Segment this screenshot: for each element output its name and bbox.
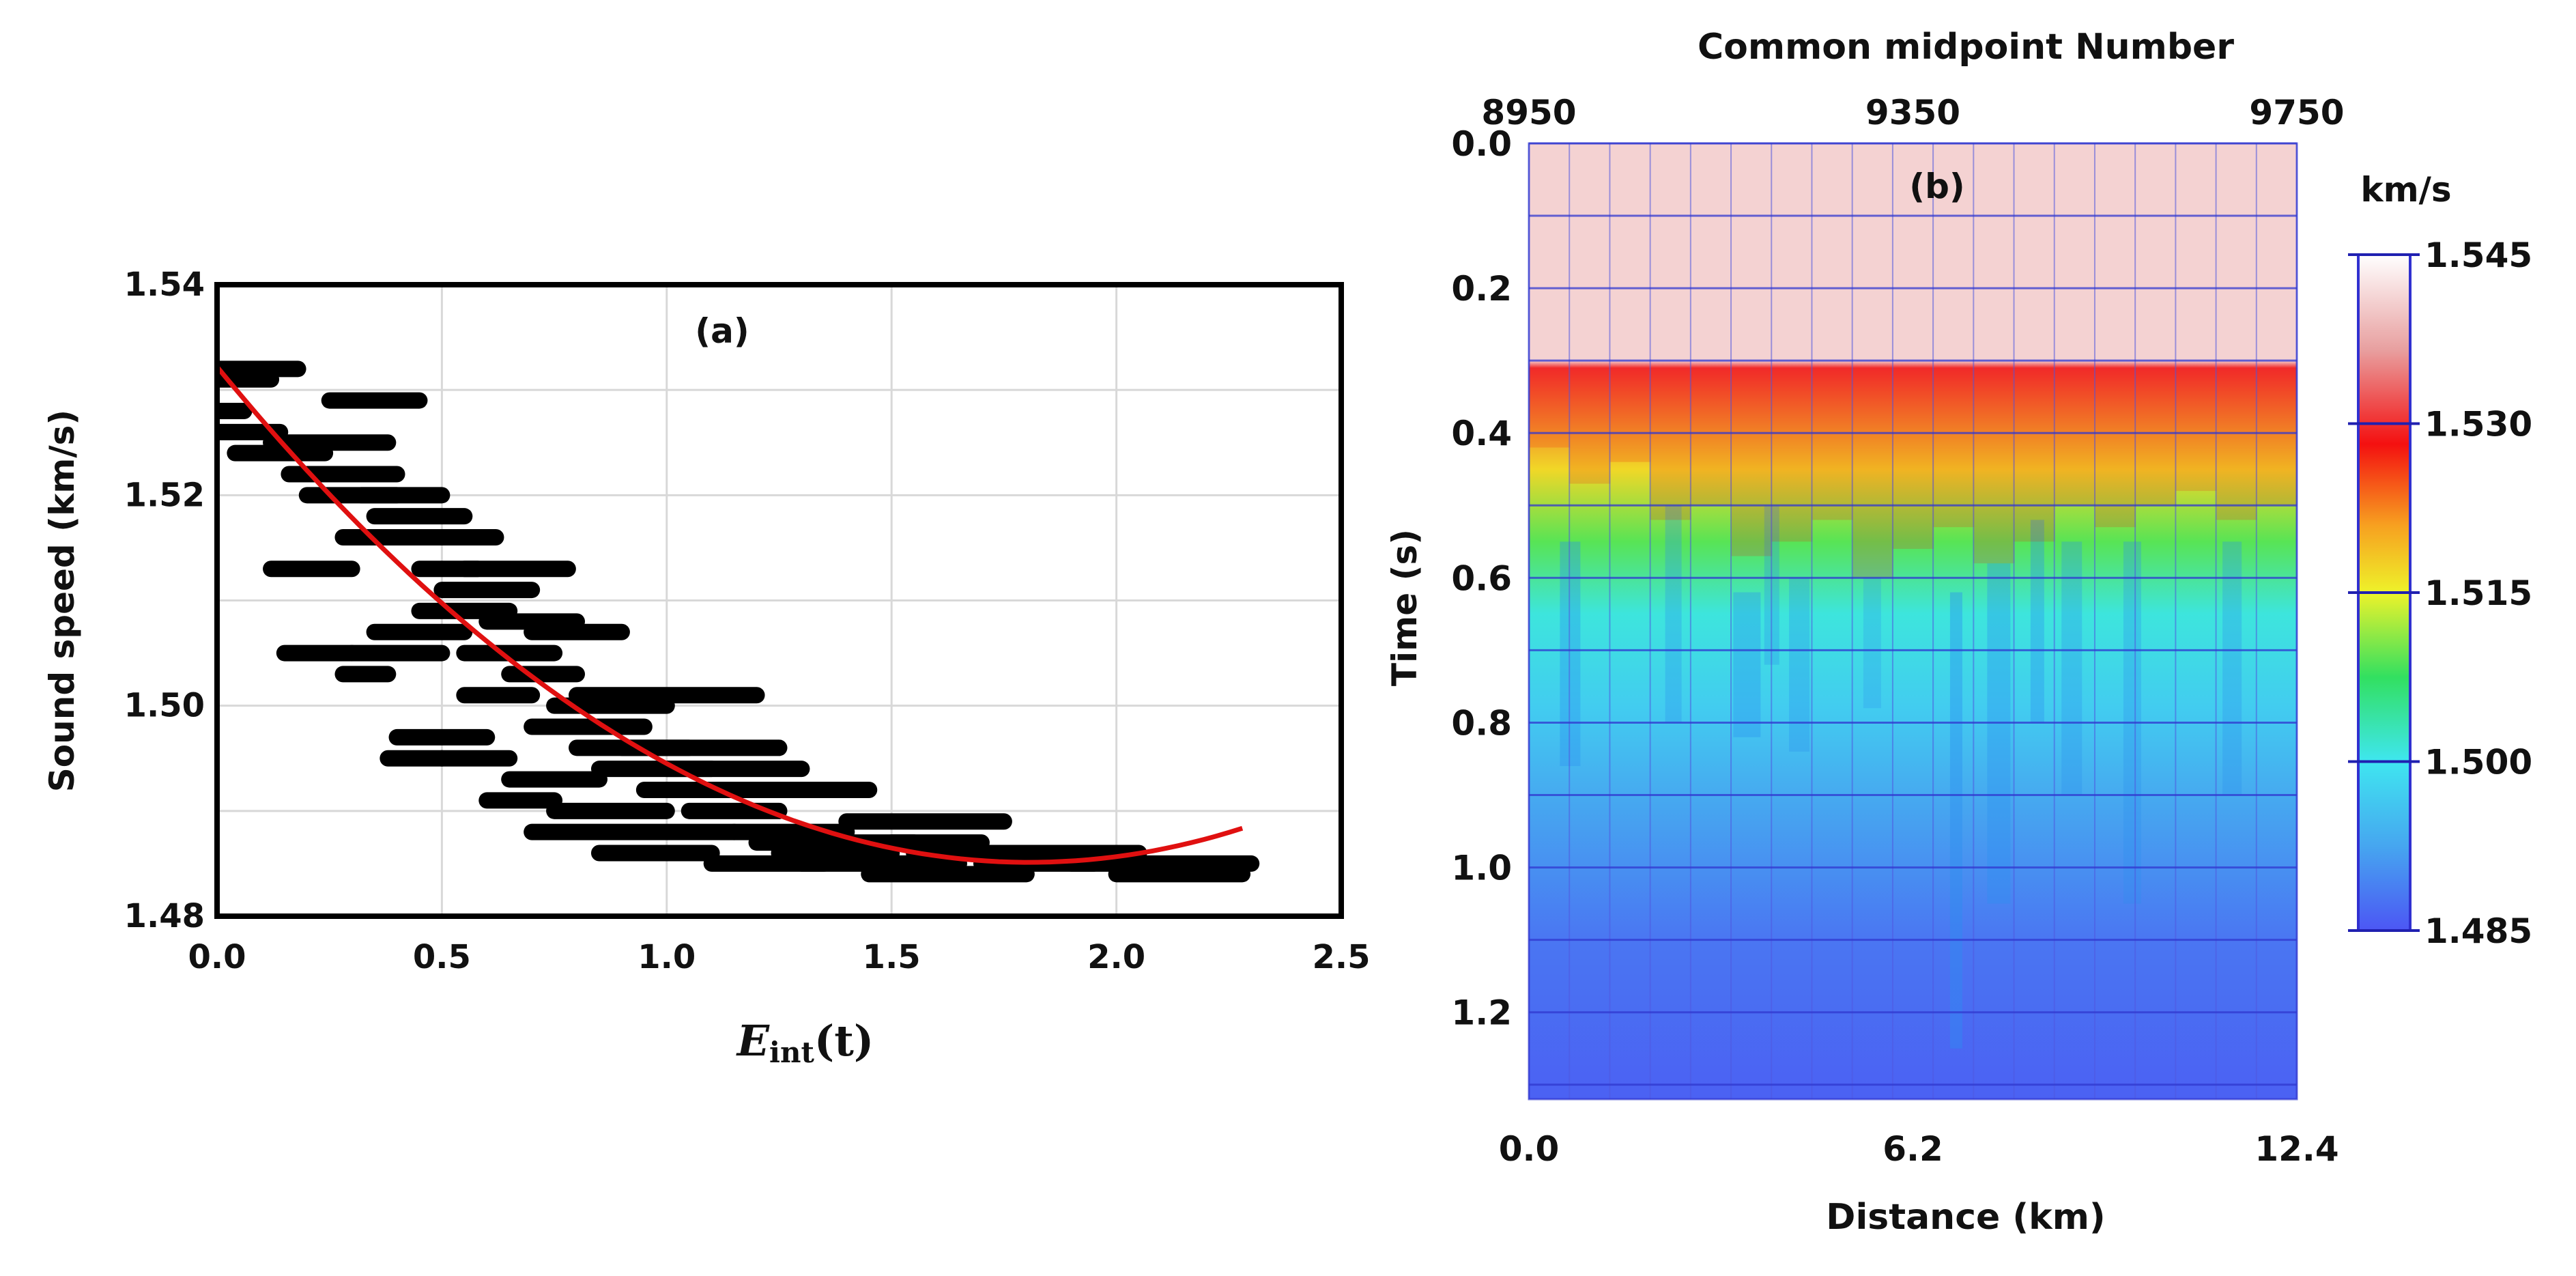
heatmap-front: [2054, 367, 2095, 506]
heatmap-front: [1852, 367, 1893, 578]
colorbar-tick-label: 1.500: [2424, 743, 2532, 782]
heatmap-front: [1892, 367, 1934, 549]
y-tick-label: 0.0: [1451, 124, 1512, 164]
top-tick-label: 9750: [2249, 93, 2344, 132]
heatmap-front: [2175, 367, 2217, 492]
x-axis-label-b: Distance (km): [1826, 1197, 2105, 1238]
y-tick-label: 0.4: [1451, 414, 1512, 453]
heatmap-texture: [1529, 367, 2298, 1049]
heatmap-front: [1933, 367, 1975, 528]
heatmap-streak: [1949, 592, 1962, 1049]
x-tick-label: 1.5: [863, 938, 921, 976]
y-tick-label: 0.8: [1451, 703, 1512, 743]
heatmap-streak: [1863, 578, 1881, 709]
x-tick-label: 2.5: [1312, 938, 1370, 976]
panel-label-a: (a): [695, 311, 749, 351]
colorbar-tick-label: 1.545: [2424, 236, 2532, 275]
y-tick-label: 1.50: [124, 687, 205, 725]
heatmap-front: [2256, 367, 2298, 506]
colorbar-tick-label: 1.530: [2424, 405, 2532, 444]
heatmap-front: [2216, 367, 2257, 520]
y-axis-label-a: Sound speed (km/s): [42, 410, 82, 792]
scatter-plot-panel: 0.0 0.5 1.0 1.5 2.0 2.5 1.48 1.50 1.52 1.54 (a) S…: [42, 266, 1371, 1069]
heatmap-streak: [2222, 541, 2242, 795]
axis-ticks-a: 0.0 0.5 1.0 1.5 2.0 2.5 1.48 1.50 1.52 1.54: [124, 266, 1371, 976]
heatmap-front: [2014, 367, 2055, 542]
plot-frame-a: [214, 282, 1344, 919]
heatmap-streak: [1665, 505, 1682, 723]
y-tick-label: 1.2: [1451, 993, 1512, 1033]
x-tick-label: 2.0: [1087, 938, 1145, 976]
grid-a: [217, 285, 1341, 916]
y-tick-label: 0.2: [1451, 269, 1512, 309]
colorbar-ticks: 1.545 1.530 1.515 1.500 1.485: [2348, 236, 2532, 951]
plot-frame-b: [1528, 142, 2298, 1101]
heatmap-front: [1650, 367, 1691, 520]
colorbar: 1.545 1.530 1.515 1.500 1.485 km/s: [2348, 170, 2532, 951]
y-axis-label-b: Time (s): [1385, 529, 1425, 686]
heatmap-front: [1731, 367, 1773, 556]
x-tick-label: 12.4: [2255, 1129, 2338, 1169]
x-tick-label: 0.0: [1499, 1129, 1560, 1169]
colorbar-unit: km/s: [2360, 170, 2451, 210]
heatmap-streak: [1733, 592, 1761, 737]
scatter-points: [217, 360, 1260, 883]
heatmap-streak: [2061, 541, 2083, 795]
heatmap-front: [1690, 367, 1732, 506]
panel-label-b: (b): [1909, 167, 1965, 206]
heatmap-front: [1609, 367, 1651, 462]
fit-curve: [215, 365, 1244, 865]
heatmap-front: [1569, 367, 1611, 484]
x-tick-label: 1.0: [638, 938, 696, 976]
heatmap-front: [1529, 367, 1571, 448]
heatmap-streak: [1789, 578, 1810, 752]
title-b: Common midpoint Number: [1698, 27, 2234, 68]
x-tick-label: 6.2: [1883, 1129, 1943, 1169]
y-tick-label: 1.0: [1451, 849, 1512, 888]
heatmap-streak: [2030, 520, 2044, 723]
heatmap-front: [2094, 367, 2136, 528]
y-tick-label: 0.6: [1451, 558, 1512, 598]
heatmap-front: [1812, 367, 1853, 520]
x-axis-label-a: Eint(t): [736, 1016, 874, 1069]
y-tick-label: 1.48: [124, 897, 205, 935]
grid-b: [1528, 142, 2298, 1101]
x-tick-label: 0.0: [188, 938, 246, 976]
heatmap-field: [1529, 143, 2297, 1099]
colorbar-tick-label: 1.485: [2424, 911, 2532, 951]
y-tick-label: 1.54: [124, 266, 205, 304]
heatmap-streak: [1560, 541, 1581, 767]
y-tick-label: 1.52: [124, 476, 205, 514]
heatmap-front: [1771, 367, 1813, 542]
heatmap-streak: [1987, 563, 2011, 904]
colorbar-tick-label: 1.515: [2424, 573, 2532, 613]
top-tick-label: 8950: [1481, 93, 1576, 132]
heatmap-panel: 0.0 0.2 0.4 0.6 0.8 1.0 1.2 0.0 6.2 12.4 8950 9350 9…: [1385, 27, 2532, 1238]
axis-ticks-b: 0.0 0.2 0.4 0.6 0.8 1.0 1.2 0.0 6.2 12.4 8950 9350 9…: [1451, 93, 2344, 1169]
heatmap-front: [1973, 367, 2015, 564]
x-tick-label: 0.5: [413, 938, 471, 976]
top-tick-label: 9350: [1865, 93, 1960, 132]
heatmap-front: [2135, 367, 2177, 506]
